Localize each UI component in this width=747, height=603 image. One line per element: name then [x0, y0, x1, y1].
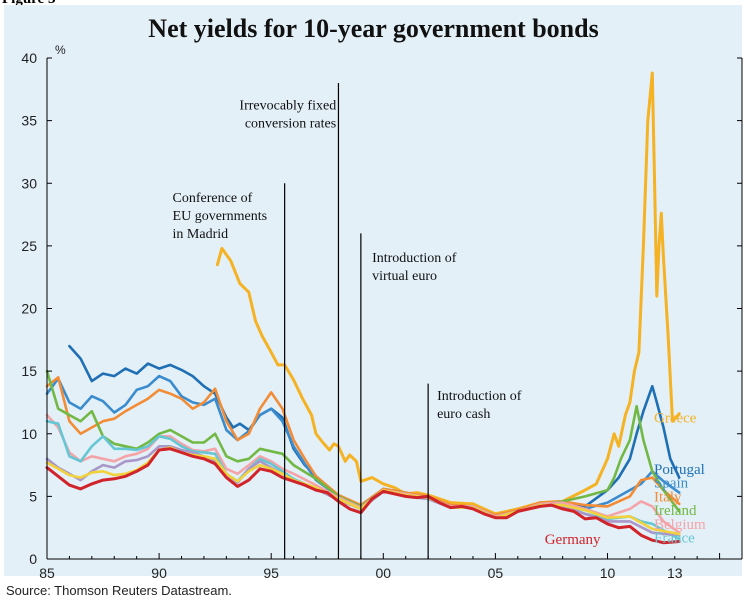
- y-tick-label-30: 30: [21, 175, 37, 191]
- chart-title: Net yields for 10-year government bonds: [148, 14, 599, 43]
- series-label-ireland: Ireland: [654, 503, 697, 519]
- source-note: Source: Thomson Reuters Datastream.: [6, 583, 232, 598]
- annotation-text-1-2: EU governments: [173, 209, 267, 224]
- series-line-belgium: [45, 413, 681, 535]
- y-tick-label-15: 15: [21, 363, 37, 379]
- y-tick-label-20: 20: [21, 301, 37, 317]
- y-axis-label: %: [55, 43, 66, 57]
- x-tick-label-05: 05: [488, 565, 504, 581]
- annotation-text-2-2: conversion rates: [245, 116, 336, 131]
- y-tick-label-0: 0: [29, 551, 37, 567]
- x-tick-label-00: 00: [376, 565, 392, 581]
- x-tick-label-10: 10: [600, 565, 616, 581]
- annotation-text-4-1: Introduction of: [437, 389, 522, 404]
- y-tick-label-40: 40: [21, 50, 37, 66]
- chart-background: [4, 5, 742, 576]
- series-label-greece: Greece: [654, 410, 697, 426]
- y-tick-label-5: 5: [29, 488, 37, 504]
- series-label-belgium: Belgium: [654, 517, 706, 533]
- annotation-text-1-1: Conference of: [173, 191, 253, 206]
- x-tick-label-95: 95: [263, 565, 279, 581]
- series-label-portugal: Portugal: [654, 462, 705, 478]
- series-line-greece: [215, 71, 681, 516]
- series-label-spain: Spain: [654, 476, 689, 492]
- series-label-germany: Germany: [545, 532, 601, 548]
- figure-label: Figure 3: [2, 0, 55, 8]
- x-tick-label-90: 90: [151, 565, 167, 581]
- y-tick-label-25: 25: [21, 238, 37, 254]
- annotation-text-4-2: euro cash: [437, 407, 490, 422]
- x-tick-label-85: 85: [39, 565, 55, 581]
- series-line-italy: [45, 376, 681, 517]
- y-tick-label-10: 10: [21, 426, 37, 442]
- annotation-text-3-2: virtual euro: [372, 269, 437, 284]
- series-lines: [45, 71, 681, 545]
- annotation-text-2-1: Irrevocably fixed: [239, 98, 336, 113]
- series-label-italy: Italy: [654, 489, 682, 505]
- series-label-france: France: [654, 531, 695, 547]
- annotation-text-3-1: Introduction of: [372, 251, 457, 266]
- annotation-text-1-3: in Madrid: [173, 227, 229, 242]
- y-tick-label-35: 35: [21, 113, 37, 129]
- event-annotations: Conference of EU governments in Madrid Irre…: [173, 83, 522, 559]
- series-line-ireland: [45, 369, 681, 518]
- series-labels: Greece PortugalSpainItalyIrelandBelgiumFr…: [545, 410, 706, 547]
- series-line-portugal: [68, 344, 681, 518]
- x-tick-label-13: 13: [667, 565, 683, 581]
